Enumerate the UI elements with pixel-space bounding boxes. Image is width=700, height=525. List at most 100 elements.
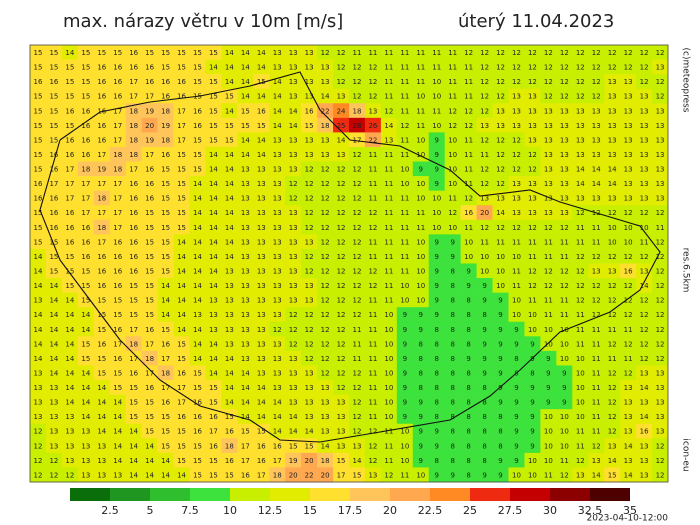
wind-cell [508,45,525,60]
wind-cell [93,292,111,308]
wind-value: 16 [34,180,43,188]
wind-cell [189,307,206,323]
wind-value: 16 [129,209,138,217]
wind-value: 16 [193,107,202,115]
wind-value: 9 [419,311,423,319]
wind-cell [396,176,414,191]
wind-value: 11 [448,195,457,203]
wind-value: 15 [145,253,154,261]
wind-value: 11 [464,151,473,159]
wind-cell [476,59,493,75]
wind-cell [45,234,63,250]
wind-value: 15 [177,340,186,348]
wind-cell [492,336,509,352]
wind-value: 12 [608,369,617,377]
wind-cell [269,234,286,250]
wind-cell [428,74,445,89]
wind-cell [157,176,174,191]
wind-value: 13 [544,136,553,144]
wind-value: 12 [34,471,43,479]
wind-value: 14 [225,166,234,174]
wind-cell [428,307,445,323]
wind-value: 10 [384,399,393,407]
wind-cell [205,452,222,468]
wind-cell [61,336,79,352]
wind-cell [364,117,382,133]
wind-value: 17 [113,209,122,217]
wind-value: 16 [193,122,202,130]
wind-value: 8 [450,399,454,407]
wind-value: 19 [289,457,298,465]
wind-cell [652,219,669,235]
wind-cell [221,423,238,439]
wind-value: 11 [400,268,409,276]
model-run: 2023-04-10-12:00 [587,514,669,524]
wind-cell [540,103,557,119]
wind-value: 13 [34,399,43,407]
wind-value: 9 [466,268,470,276]
wind-value: 11 [576,326,585,334]
wind-cell [380,74,398,89]
wind-cell [317,234,334,250]
wind-value: 13 [257,340,266,348]
wind-value: 16 [129,369,138,377]
wind-cell [364,278,382,293]
wind-cell [173,278,190,293]
wind-cell [572,132,589,148]
wind-value: 16 [113,93,122,101]
wind-value: 10 [576,355,585,363]
wind-value: 13 [273,297,282,305]
wind-value: 9 [530,428,534,436]
wind-value: 16 [129,64,138,72]
wind-cell [396,132,414,148]
wind-value: 14 [576,180,585,188]
wind-value: 13 [305,297,314,305]
wind-cell [269,467,286,483]
wind-value: 12 [608,384,617,392]
wind-cell [349,103,366,119]
wind-cell [428,394,445,410]
wind-value: 12 [305,326,314,334]
wind-cell [508,292,525,308]
wind-cell [93,74,111,89]
wind-cell [604,278,621,293]
wind-cell [221,321,238,337]
wind-value: 10 [464,238,473,246]
wind-cell [476,307,493,323]
wind-value: 17 [113,180,122,188]
wind-cell [396,278,414,293]
wind-value: 18 [113,151,122,159]
wind-cell [508,146,525,162]
wind-value: 17 [113,107,122,115]
wind-value: 11 [464,224,473,232]
wind-value: 12 [592,49,601,57]
wind-cell [620,146,637,162]
wind-cell [269,219,286,235]
wind-cell [269,278,286,293]
wind-cell [157,380,174,395]
wind-value: 16 [193,413,202,421]
wind-value: 14 [608,180,617,188]
wind-cell [301,409,318,425]
wind-value: 13 [656,369,665,377]
wind-cell [652,88,669,104]
wind-cell [349,59,366,75]
wind-value: 10 [544,326,553,334]
wind-value: 13 [544,122,553,130]
wind-cell [45,350,63,366]
wind-value: 8 [450,326,454,334]
wind-value: 17 [97,238,106,246]
wind-cell [556,292,573,308]
wind-cell [205,423,222,439]
wind-value: 14 [34,311,43,319]
wind-cell [317,117,334,133]
wind-cell [380,146,398,162]
wind-cell [444,74,461,89]
wind-value: 15 [161,224,170,232]
wind-cell [157,219,174,235]
wind-value: 11 [480,151,489,159]
wind-value: 10 [416,195,425,203]
wind-cell [636,409,653,425]
wind-value: 12 [289,195,298,203]
wind-cell [492,452,509,468]
